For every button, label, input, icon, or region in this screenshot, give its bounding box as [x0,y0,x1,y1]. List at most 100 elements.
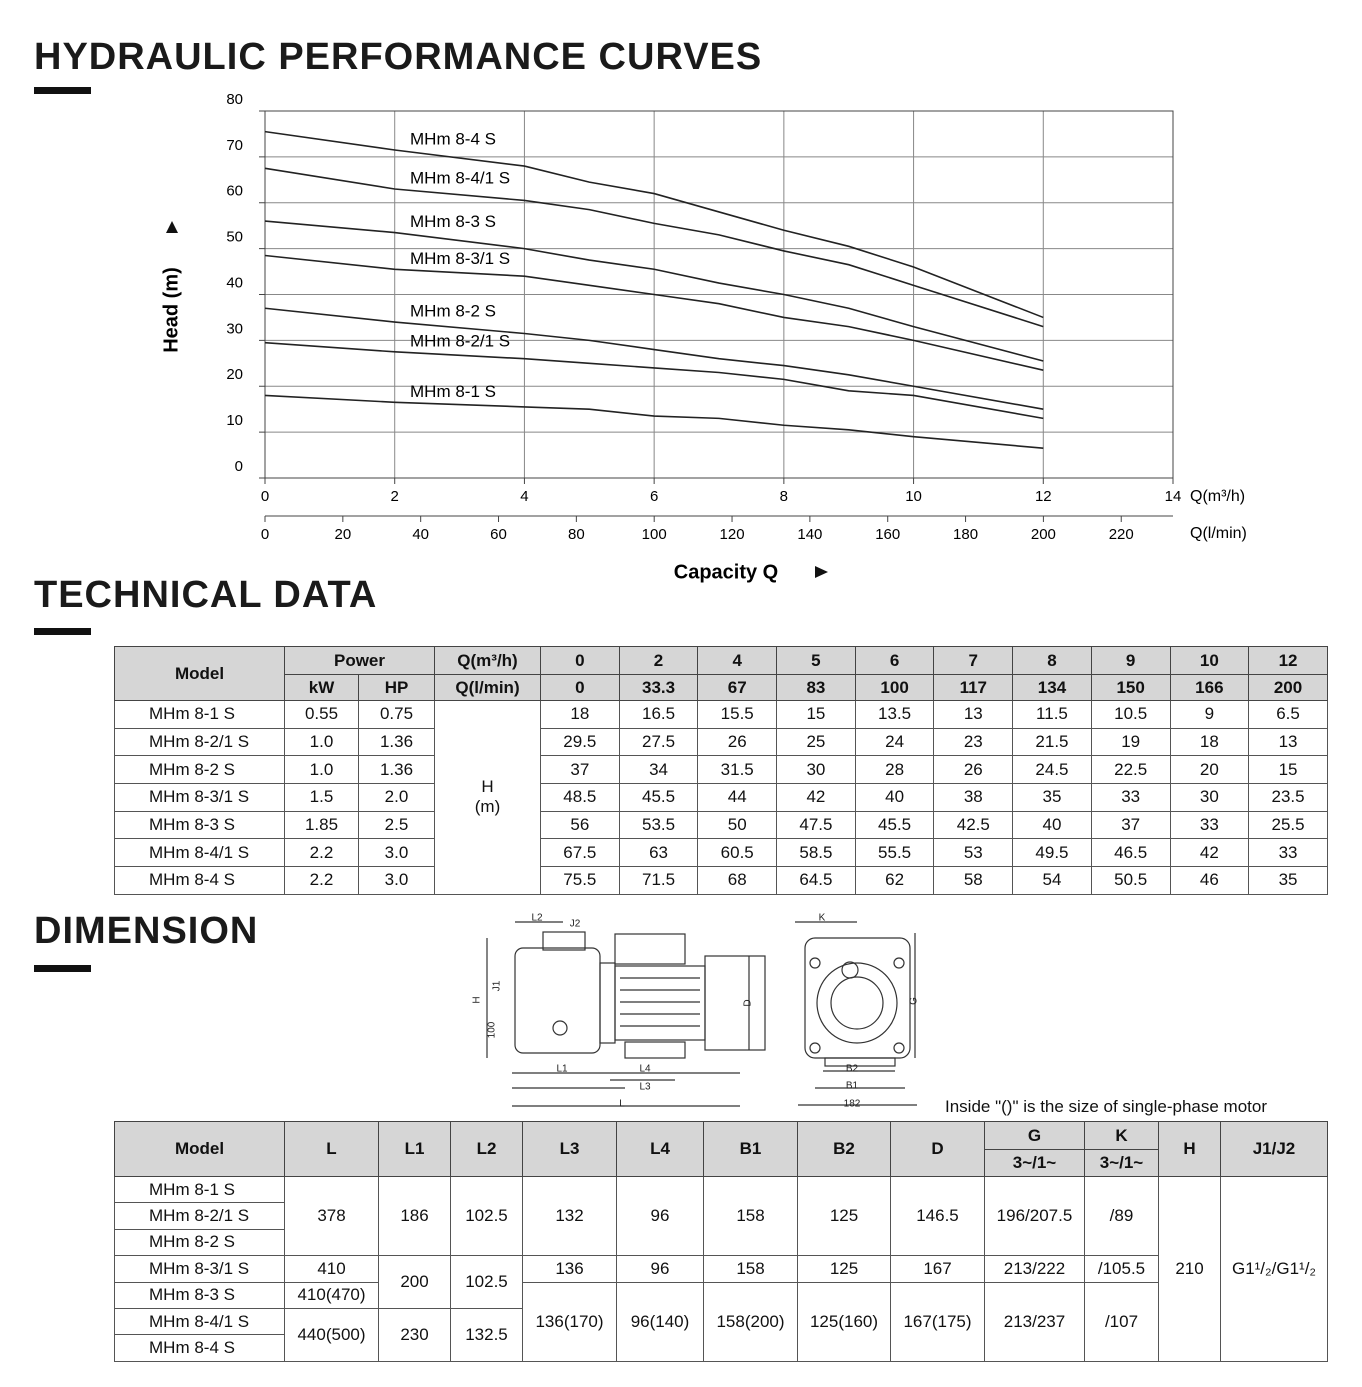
header-cell: kW [284,674,359,701]
dimension-label: L1 [556,1064,568,1075]
x-tick-label: 0 [261,488,269,505]
cell: 33 [1169,810,1250,840]
y-tick-label: 80 [226,91,243,108]
header-cell: 67 [697,674,778,701]
x-tick-label: 14 [1165,488,1182,505]
cell: 0.55 [284,700,359,729]
cell: 210 [1158,1176,1221,1362]
cell: 15 [776,700,856,729]
cell: 63 [618,838,699,868]
curve [264,130,1044,319]
cell: 13.5 [854,700,935,729]
cell: 96 [616,1255,704,1283]
cell: 136 [522,1255,617,1283]
header-cell: 9 [1090,646,1171,675]
dimension-label: L2 [531,913,543,924]
cell: 18 [1169,727,1250,757]
cell: 44 [697,783,778,812]
cell: 18 [540,700,620,729]
note: Inside "()" is the size of single-phase … [945,1097,1267,1116]
cell: 50.5 [1090,866,1171,895]
cell: 37 [540,755,620,785]
x-tick-label: 6 [650,488,658,505]
cell: 58.5 [776,838,856,868]
cell: 71.5 [618,866,699,895]
cell: 54 [1012,866,1092,895]
cell: 33 [1090,783,1171,812]
header-cell: 10 [1169,646,1250,675]
cell: 196/207.5 [984,1175,1085,1257]
cell: 40 [1012,810,1092,840]
header-cell: Model [114,646,285,701]
header-cell: L3 [522,1121,617,1177]
cell: 136(170) [522,1281,617,1362]
dimension-label: 100 [487,1021,498,1038]
cell: 19 [1090,727,1171,757]
y-tick-label: 20 [226,366,243,383]
curve [264,341,1044,420]
cell: 2.0 [358,783,435,812]
x-axis-label: Capacity Q [674,561,778,583]
curve-label: MHm 8-4/1 S [410,168,510,187]
x2-tick-label: 200 [1031,526,1056,543]
header-cell: 150 [1090,674,1171,701]
header-cell: D [890,1121,985,1177]
header-row: 3~/1~ 3~/1~ [115,1149,1328,1177]
cell: 48.5 [540,783,620,812]
cell: 6.5 [1248,700,1328,729]
cell: 34 [618,755,699,785]
plot-frame [264,110,1174,479]
curve [264,394,1044,449]
header-cell: 0 [540,646,620,675]
dimension-label: H [472,996,483,1003]
header-cell: J1/J2 [1220,1121,1328,1177]
y-tick-label: 30 [226,320,243,337]
head-unit: (m) [474,797,501,817]
cell: 30 [776,755,856,785]
cell: 50 [697,810,778,840]
cell: 9 [1169,700,1250,729]
header-cell: H [1158,1121,1221,1177]
model-cell: MHm 8-4 S [114,1334,285,1362]
cell: 13 [1248,727,1328,757]
cell: 35 [1248,866,1328,895]
x2-axis-unit: Q(l/min) [1190,525,1247,542]
table-row: MHm 8-2 S 1.0 1.36 37 34 31.5 30 28 26 24.5 22.5 20… [114,755,1328,785]
section-title: DIMENSION [34,910,259,952]
header-cell: L2 [450,1121,523,1177]
axis-arrow [815,566,828,578]
cell: 158 [703,1255,798,1283]
header-cell: 117 [933,674,1014,701]
x2-tick-label: 0 [261,526,269,543]
header-cell: B2 [797,1121,891,1177]
cell: 25.5 [1248,810,1328,840]
cell: 1.36 [358,755,435,785]
dimension-label: L3 [639,1082,651,1093]
cell: 42.5 [933,810,1014,840]
model-cell: MHm 8-4 S [114,866,285,895]
cell: 26 [697,727,778,757]
table-row: MHm 8-4 S [114,1334,1328,1362]
cell: 16.5 [618,700,699,729]
head-unit-cell: H (m) [434,700,541,895]
model-cell: MHm 8-2/1 S [114,727,285,757]
cell: 200 [378,1255,451,1309]
x2-tick-label: 140 [797,526,822,543]
model-cell: MHm 8-1 S [114,700,285,729]
dimension-label: D [743,999,754,1006]
cell: /105.5 [1084,1255,1159,1283]
head-unit: H [481,777,494,797]
cell: /89 [1084,1175,1159,1257]
header-row: kW HP Q(l/min) 0 33.3 67 83 100 117 134 150 166 200 [115,674,1328,701]
cell: 68 [697,866,778,895]
x2-tick-label: 60 [490,526,507,543]
axis-arrow [166,221,178,233]
cell: 213/237 [984,1281,1085,1362]
curve-label: MHm 8-2/1 S [410,331,510,350]
cell: 24 [854,727,935,757]
x-tick-label: 4 [520,488,528,505]
dimension-label: B2 [846,1064,859,1075]
title-bar [34,87,91,94]
dimension-label: K [819,913,826,924]
model-cell: MHm 8-2 S [114,755,285,785]
